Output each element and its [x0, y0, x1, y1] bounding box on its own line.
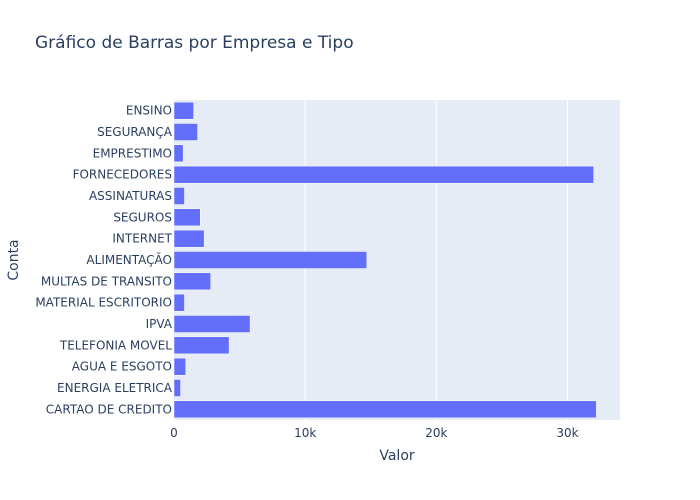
- x-tick-labels: 0 10k 20k 30k: [170, 426, 579, 440]
- y-tick-label: CARTAO DE CREDITO: [46, 402, 172, 416]
- x-axis-label: Valor: [379, 448, 415, 464]
- bar[interactable]: [173, 187, 185, 205]
- x-tick-label: 30k: [556, 426, 578, 440]
- bar[interactable]: [173, 165, 595, 184]
- bar[interactable]: [173, 293, 185, 312]
- y-tick-label: AGUA E ESGOTO: [72, 360, 172, 374]
- y-tick-label: INTERNET: [112, 232, 172, 246]
- y-tick-label: SEGUROS: [113, 210, 172, 224]
- x-tick-label: 0: [170, 426, 178, 440]
- bar[interactable]: [173, 400, 597, 419]
- y-tick-label: MULTAS DE TRANSITO: [41, 274, 172, 288]
- y-tick-label: ASSINATURAS: [89, 189, 172, 203]
- bar[interactable]: [173, 379, 181, 397]
- bar[interactable]: [173, 229, 205, 248]
- bar[interactable]: [173, 336, 230, 355]
- x-tick-label: 10k: [294, 426, 316, 440]
- y-tick-label: ENSINO: [126, 104, 172, 118]
- bar[interactable]: [173, 272, 211, 291]
- y-tick-label: ALIMENTAÇÃO: [86, 252, 172, 267]
- bar[interactable]: [173, 251, 368, 269]
- bar[interactable]: [173, 315, 251, 333]
- y-tick-label: IPVA: [146, 317, 173, 331]
- y-axis-label: Conta: [6, 239, 22, 280]
- x-tick-label: 20k: [425, 426, 447, 440]
- y-tick-labels: ENSINO SEGURANÇA EMPRESTIMO FORNECEDORES ASS…: [35, 104, 172, 417]
- y-tick-label: ENERGIA ELETRICA: [57, 381, 173, 395]
- y-tick-label: SEGURANÇA: [97, 125, 173, 139]
- bar[interactable]: [173, 101, 194, 120]
- chart-title: Gráfico de Barras por Empresa e Tipo: [35, 33, 354, 53]
- y-tick-label: FORNECEDORES: [73, 168, 172, 182]
- bar[interactable]: [173, 208, 201, 227]
- bar[interactable]: [173, 123, 198, 141]
- y-tick-label: MATERIAL ESCRITORIO: [35, 296, 172, 310]
- bar[interactable]: [173, 357, 187, 376]
- y-tick-label: EMPRESTIMO: [93, 146, 172, 160]
- bar[interactable]: [173, 144, 184, 163]
- bars: [173, 101, 597, 419]
- y-tick-label: TELEFONIA MOVEL: [59, 338, 172, 352]
